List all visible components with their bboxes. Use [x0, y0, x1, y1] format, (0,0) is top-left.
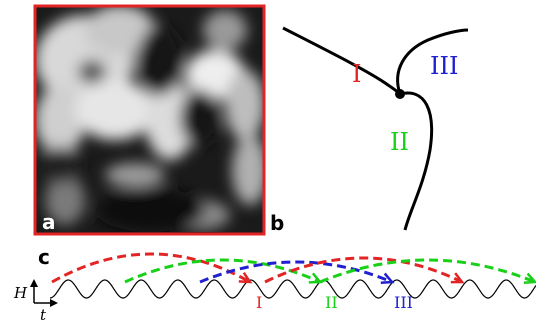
arm-upper-left [282, 26, 402, 96]
panel-c-letter: c [38, 245, 50, 269]
region-label-ii: II [390, 128, 409, 156]
panel-a-letter: a [42, 210, 56, 234]
arc-arrowhead-5 [523, 272, 536, 285]
arm-lower [399, 91, 434, 231]
panel-b: I III II b [270, 26, 469, 235]
arcs-group [51, 252, 536, 285]
arc-arrowhead-2 [308, 272, 323, 284]
panel-a: a [33, 4, 266, 236]
arc-5 [319, 258, 536, 284]
panel-c: c H t I II III [13, 245, 536, 324]
arc-4 [264, 256, 463, 284]
marker-label-ii: II [325, 293, 338, 312]
axis-label-vertical: H [13, 284, 28, 302]
arm-upper-right [396, 28, 469, 95]
arc-3 [199, 260, 393, 284]
region-label-i: I [352, 60, 361, 88]
marker-label-i: I [256, 293, 262, 312]
arc-arrowhead-1 [238, 272, 253, 284]
axis-label-horizontal: t [40, 306, 47, 324]
panel-b-letter: b [270, 211, 284, 235]
axes-icon [30, 279, 58, 307]
region-label-iii: III [430, 52, 458, 80]
arc-arrowhead-3 [380, 272, 395, 285]
junction-point [395, 89, 405, 99]
panel-a-frame [33, 4, 266, 236]
arc-2 [124, 258, 321, 284]
arc-1 [51, 252, 251, 284]
marker-label-iii: III [394, 293, 413, 312]
arc-arrowhead-4 [450, 272, 465, 284]
wave-signal [49, 279, 536, 299]
grayscale-texture-image [35, 6, 264, 234]
